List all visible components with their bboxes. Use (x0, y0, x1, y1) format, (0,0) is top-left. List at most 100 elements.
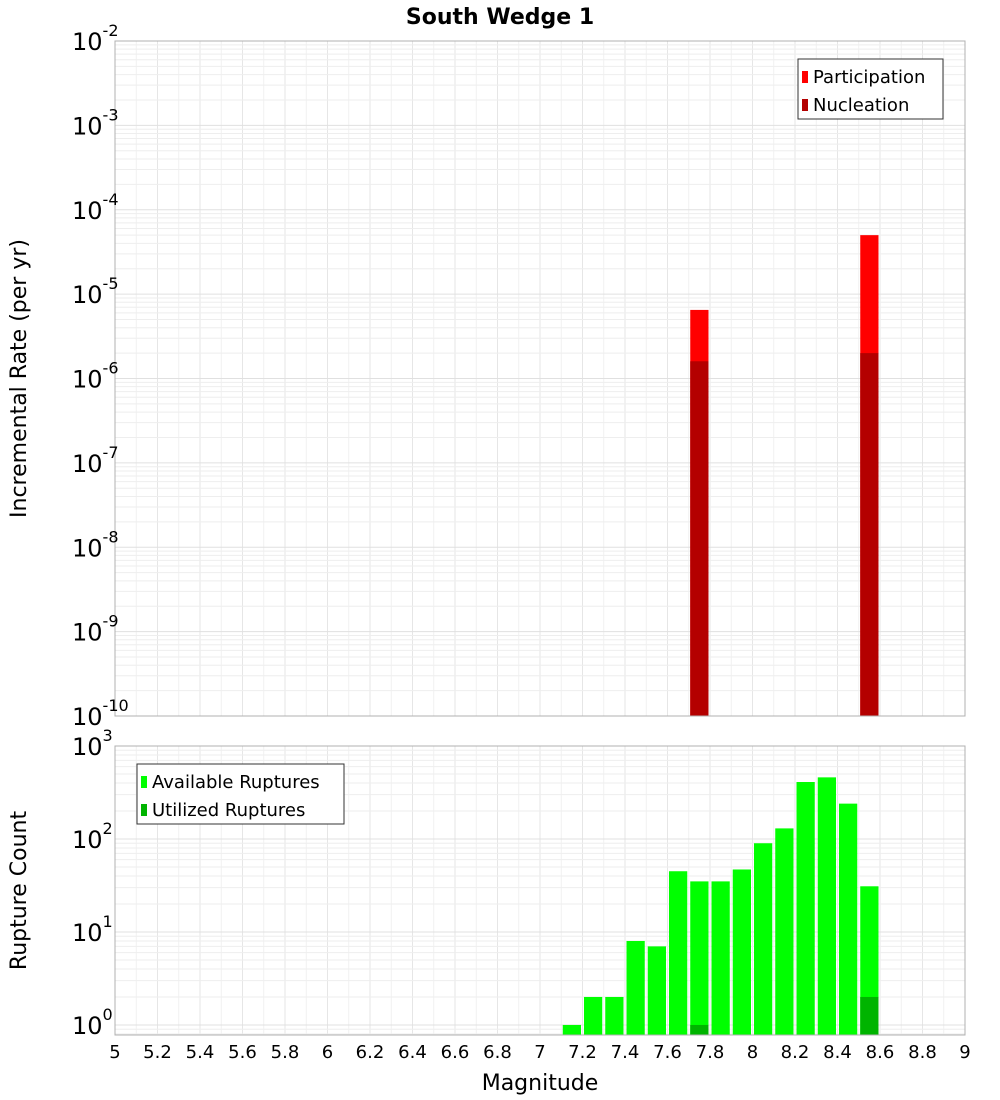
x-tick-label: 8.8 (908, 1042, 937, 1063)
gridlines (114, 40, 966, 717)
legend-box (797, 58, 944, 120)
bar (562, 1024, 581, 1035)
x-tick-label: 5.4 (186, 1042, 215, 1063)
bar (732, 869, 751, 1035)
plot-frame (114, 40, 966, 717)
y-tick-base: 10 (72, 450, 103, 478)
x-axis-label: Magnitude (482, 1071, 599, 1096)
series-nucleation (690, 353, 879, 716)
plot-frame (114, 745, 966, 1036)
y-tick-label: 10-3 (72, 105, 119, 140)
rate-panel: 10-1010-910-810-710-610-510-410-310-2Inc… (7, 21, 966, 731)
y-tick-exponent: -8 (103, 527, 119, 546)
y-tick-label: 10-2 (72, 21, 119, 56)
y-tick-base: 10 (72, 919, 103, 947)
x-tick-label: 6.8 (483, 1042, 512, 1063)
x-tick-label: 7.8 (696, 1042, 725, 1063)
bar (626, 940, 645, 1035)
y-axis-label: Rupture Count (7, 811, 32, 971)
y-tick-label: 103 (72, 726, 113, 761)
legend-swatch (802, 71, 808, 83)
y-tick-base: 10 (72, 112, 103, 140)
y-tick-base: 10 (72, 733, 103, 761)
y-tick-exponent: -3 (103, 105, 119, 124)
y-tick-base: 10 (72, 366, 103, 394)
x-tick-labels: 5 5.2 5.4 5.6 5.8 6 6.2 6.4 6.6 6.8 7 7.2 7.4 7.6 7.8 8… (109, 1042, 970, 1063)
x-tick-label: 5 (109, 1042, 120, 1063)
legend-swatch (141, 776, 147, 788)
y-axis-label: Incremental Rate (per yr) (7, 239, 32, 518)
y-tick-exponent: -4 (103, 190, 119, 209)
x-tick-label: 8 (747, 1042, 758, 1063)
bar (796, 782, 815, 1035)
y-tick-exponent: -10 (103, 696, 129, 715)
x-tick-label: 6.4 (398, 1042, 427, 1063)
x-tick-label: 5.2 (143, 1042, 172, 1063)
legend-entry: Participation (813, 67, 925, 88)
bar (817, 777, 836, 1035)
y-tick-exponent: -2 (103, 21, 119, 40)
x-tick-label: 5.6 (228, 1042, 257, 1063)
y-tick-exponent: -6 (103, 359, 119, 378)
x-tick-label: 6 (322, 1042, 333, 1063)
bar (690, 361, 709, 716)
x-tick-label: 6.2 (356, 1042, 385, 1063)
legend-entry: Utilized Ruptures (152, 800, 305, 821)
bar (647, 946, 666, 1035)
legend-entry: Available Ruptures (152, 772, 320, 793)
y-tick-label: 10-6 (72, 359, 119, 394)
x-tick-label: 7 (534, 1042, 545, 1063)
legend: Participation Nucleation (797, 58, 944, 120)
bar (839, 803, 858, 1035)
x-tick-label: 8.4 (823, 1042, 852, 1063)
y-tick-label: 101 (72, 912, 113, 947)
chart-title: South Wedge 1 (406, 5, 594, 30)
bar (690, 881, 709, 1035)
bar (669, 871, 688, 1035)
y-tick-exponent: -9 (103, 612, 119, 631)
x-tick-label: 7.2 (568, 1042, 597, 1063)
legend-swatch (802, 99, 808, 111)
bar (605, 996, 624, 1035)
bar (860, 353, 879, 716)
x-tick-label: 9 (959, 1042, 970, 1063)
y-tick-exponent: 2 (103, 819, 113, 838)
y-tick-exponent: 0 (103, 1005, 113, 1024)
y-tick-base: 10 (72, 1012, 103, 1040)
legend-entry: Nucleation (813, 95, 909, 116)
y-tick-label: 10-5 (72, 274, 119, 309)
bar (690, 1024, 709, 1035)
y-tick-label: 10-8 (72, 527, 119, 562)
y-tick-label: 100 (72, 1005, 113, 1040)
series-utilized-ruptures (690, 996, 879, 1035)
legend-swatch (141, 804, 147, 816)
x-tick-label: 8.6 (866, 1042, 895, 1063)
x-tick-label: 7.4 (611, 1042, 640, 1063)
y-tick-base: 10 (72, 28, 103, 56)
legend: Available Ruptures Utilized Ruptures (136, 763, 345, 825)
x-tick-label: 6.6 (441, 1042, 470, 1063)
x-tick-label: 8.2 (781, 1042, 810, 1063)
bar (584, 996, 603, 1035)
y-tick-label: 102 (72, 819, 113, 854)
x-tick-label: 7.6 (653, 1042, 682, 1063)
y-tick-exponent: 1 (103, 912, 113, 931)
bar (754, 843, 773, 1035)
series-available-ruptures (562, 777, 879, 1035)
y-tick-base: 10 (72, 534, 103, 562)
y-tick-base: 10 (72, 703, 103, 731)
y-tick-exponent: 3 (103, 726, 113, 745)
y-tick-base: 10 (72, 281, 103, 309)
y-tick-label: 10-10 (72, 696, 129, 731)
bar (775, 828, 794, 1035)
y-tick-exponent: -5 (103, 274, 119, 293)
legend-box (136, 763, 345, 825)
bar (860, 996, 879, 1035)
y-tick-base: 10 (72, 826, 103, 854)
y-tick-label: 10-7 (72, 443, 119, 478)
y-tick-label: 10-9 (72, 612, 119, 647)
